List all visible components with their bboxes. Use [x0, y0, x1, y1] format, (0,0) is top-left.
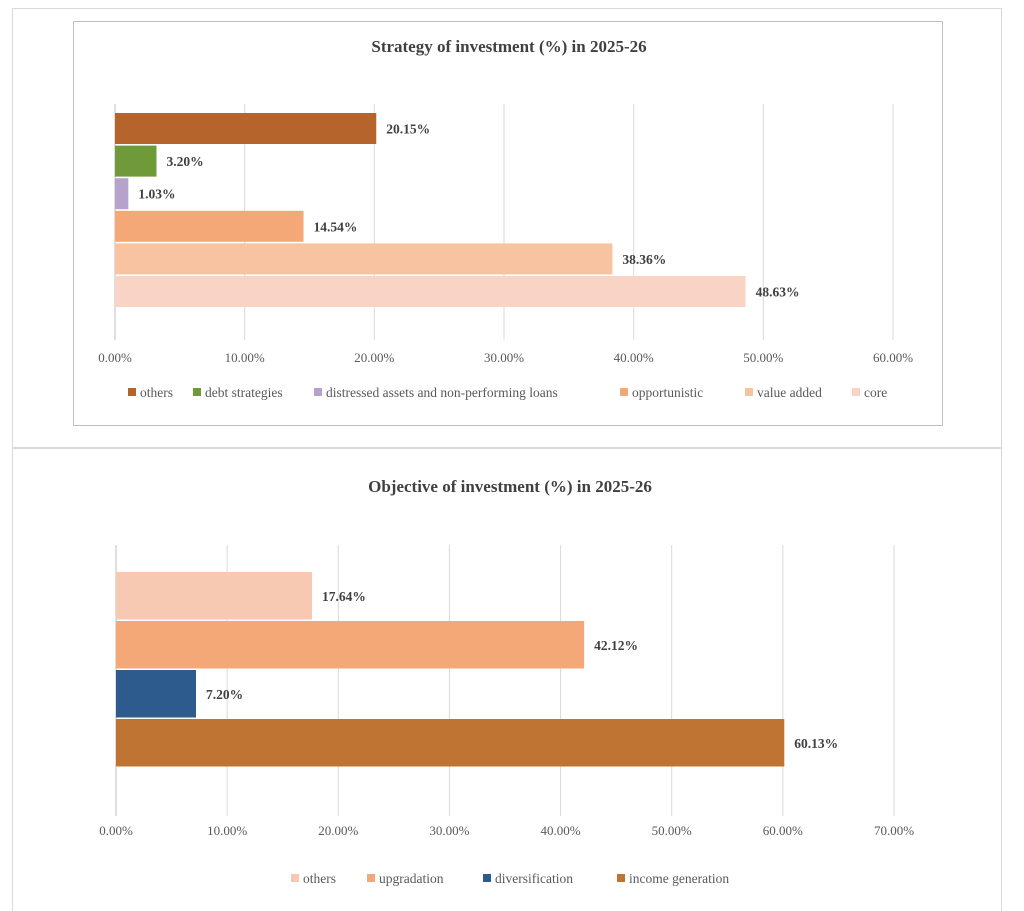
bar-1-2	[116, 670, 197, 718]
legend-swatch-0-0	[128, 388, 136, 396]
bar-0-0	[115, 113, 377, 144]
tick-label-0-5: 50.00%	[743, 350, 783, 365]
legend-label-1-2: diversification	[495, 871, 573, 886]
data-label-1-3: 60.13%	[794, 736, 838, 751]
legend-swatch-0-2	[314, 388, 322, 396]
tick-label-0-2: 20.00%	[354, 350, 394, 365]
bar-1-1	[116, 621, 585, 669]
legend-label-0-3: opportunistic	[632, 385, 703, 400]
data-label-0-2: 1.03%	[138, 187, 175, 202]
chart-title-0: Strategy of investment (%) in 2025-26	[371, 37, 646, 56]
tick-label-1-4: 40.00%	[541, 823, 581, 838]
chart-frame-top	[12, 8, 1002, 448]
legend-label-1-3: income generation	[629, 871, 729, 886]
data-label-0-3: 14.54%	[314, 219, 358, 234]
legend-label-0-1: debt strategies	[205, 385, 283, 400]
data-label-0-0: 20.15%	[386, 122, 430, 137]
tick-label-0-4: 40.00%	[614, 350, 654, 365]
data-label-0-4: 38.36%	[622, 252, 666, 267]
tick-label-0-0: 0.00%	[98, 350, 132, 365]
tick-label-0-3: 30.00%	[484, 350, 524, 365]
tick-label-0-6: 60.00%	[873, 350, 913, 365]
legend-label-0-0: others	[140, 385, 173, 400]
legend-label-1-0: others	[303, 871, 336, 886]
tick-label-1-7: 70.00%	[874, 823, 914, 838]
legend-swatch-0-5	[852, 388, 860, 396]
tick-label-0-1: 10.00%	[225, 350, 265, 365]
legend-label-0-4: value added	[757, 385, 822, 400]
bar-0-4	[115, 243, 613, 275]
bar-0-5	[115, 276, 746, 307]
legend-swatch-1-1	[367, 874, 375, 882]
chart-title-1: Objective of investment (%) in 2025-26	[368, 477, 652, 496]
tick-label-1-6: 60.00%	[763, 823, 803, 838]
legend-swatch-1-2	[483, 874, 491, 882]
bar-0-1	[115, 145, 157, 177]
data-label-1-2: 7.20%	[206, 687, 243, 702]
legend-label-0-2: distressed assets and non-performing loa…	[326, 385, 558, 400]
data-label-0-5: 48.63%	[756, 285, 800, 300]
legend-label-0-5: core	[864, 385, 887, 400]
bar-0-3	[115, 210, 304, 242]
legend-swatch-1-3	[617, 874, 625, 882]
tick-label-1-0: 0.00%	[99, 823, 133, 838]
legend-swatch-0-1	[193, 388, 201, 396]
data-label-1-1: 42.12%	[594, 638, 638, 653]
tick-label-1-5: 50.00%	[652, 823, 692, 838]
tick-label-1-3: 30.00%	[429, 823, 469, 838]
bar-0-2	[115, 178, 129, 210]
tick-label-1-2: 20.00%	[318, 823, 358, 838]
bar-1-3	[116, 719, 785, 767]
legend-label-1-1: upgradation	[379, 871, 444, 886]
legend-swatch-0-3	[620, 388, 628, 396]
chart-frame-bottom	[12, 448, 1002, 911]
bar-1-0	[116, 572, 313, 620]
data-label-0-1: 3.20%	[166, 154, 203, 169]
legend-swatch-0-4	[745, 388, 753, 396]
data-label-1-0: 17.64%	[322, 589, 366, 604]
tick-label-1-1: 10.00%	[207, 823, 247, 838]
legend-swatch-1-0	[291, 874, 299, 882]
chart-area-top	[73, 21, 943, 426]
